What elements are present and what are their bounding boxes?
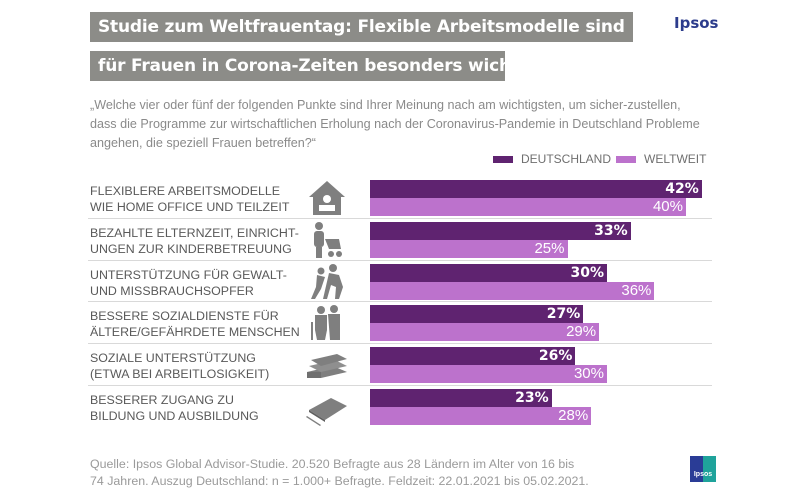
category-label-line-1: BESSERER ZUGANG ZU: [90, 393, 234, 407]
category-label-line-1: UNTERSTÜTZUNG FÜR GEWALT-: [90, 267, 287, 282]
data-label-deutschland: 42%: [665, 181, 699, 197]
bar-weltweit: [370, 281, 655, 300]
row-separator: [88, 259, 712, 261]
source-line-2: 74 Jahren. Auszug Deutschland: n = 1.000…: [90, 474, 589, 488]
data-label-weltweit: 25%: [534, 239, 565, 257]
category-label: SOZIALE UNTERSTÜTZUNG (ETWA BEI ARBEITLOS…: [90, 350, 305, 382]
legend-label-deutschland: DEUTSCHLAND: [521, 152, 612, 166]
category-label-line-1: BEZAHLTE ELTERNZEIT, EINRICHT-: [90, 225, 299, 240]
legend-weltweit: WELTWEIT: [616, 152, 706, 166]
category-label: FLEXIBLERE ARBEITSMODELLE WIE HOME OFFICE…: [90, 183, 305, 215]
category-label: BESSERE SOZIALDIENSTE FÜR ÄLTERE/GEFÄHRDE…: [90, 308, 305, 340]
category-label-line-2: BILDUNG UND AUSBILDUNG: [90, 409, 259, 423]
ipsos-logo-small: Ipsos: [690, 456, 716, 482]
row-separator: [88, 385, 712, 386]
bar-deutschland: [370, 389, 552, 407]
category-label-line-2: WIE HOME OFFICE UND TEILZEIT: [90, 200, 290, 214]
bar-deutschland: [370, 347, 576, 366]
violence-victim-icon: [303, 263, 351, 301]
data-label-deutschland: 27%: [546, 306, 581, 323]
home-office-icon: [303, 179, 351, 217]
legend-swatch-weltweit: [616, 155, 636, 163]
survey-question: „Welche vier oder fünf der folgenden Pun…: [90, 98, 700, 150]
parent-stroller-icon: [303, 221, 351, 259]
legend-label-weltweit: WELTWEIT: [644, 152, 707, 166]
bar-weltweit: [370, 407, 592, 425]
bar-weltweit: [370, 198, 686, 216]
category-label-line-2: ÄLTERE/GEFÄHRDETE MENSCHEN: [90, 325, 300, 340]
title-line-1: Studie zum Weltfrauentag: Flexible Arbei…: [90, 12, 633, 42]
bar-deutschland: [370, 305, 584, 324]
row-separator: [88, 217, 712, 219]
money-stack-icon: [303, 346, 351, 384]
category-label-line-1: FLEXIBLERE ARBEITSMODELLE: [90, 184, 281, 198]
legend-swatch-deutschland: [493, 155, 513, 163]
category-label-line-2: UND MISSBRAUCHSOPFER: [90, 283, 254, 298]
data-label-weltweit: 29%: [566, 323, 597, 341]
bar-weltweit: [370, 239, 568, 258]
row-separator: [88, 301, 712, 303]
title-line-2: für Frauen in Corona-Zeiten besonders wi…: [90, 51, 537, 81]
source-note: Quelle: Ipsos Global Advisor-Studie. 20.…: [90, 456, 650, 490]
bar-deutschland: [370, 263, 607, 282]
ipsos-logo: Ipsos: [674, 14, 719, 32]
category-label-line-2: (ETWA BEI ARBEITLOSIGKEIT): [90, 367, 270, 382]
category-label: UNTERSTÜTZUNG FÜR GEWALT- UND MISSBRAUCHS…: [90, 267, 305, 299]
data-label-weltweit: 40%: [652, 198, 683, 215]
book-pen-icon: [303, 388, 351, 426]
row-separator: [88, 343, 712, 345]
category-label: BEZAHLTE ELTERNZEIT, EINRICHT- UNGEN ZUR …: [90, 225, 305, 257]
data-label-deutschland: 33%: [594, 222, 628, 239]
source-line-1: Quelle: Ipsos Global Advisor-Studie. 20.…: [90, 457, 575, 471]
data-label-weltweit: 30%: [573, 365, 604, 383]
category-label-line-1: SOZIALE UNTERSTÜTZUNG: [90, 351, 256, 366]
category-label-line-1: BESSERE SOZIALDIENSTE FÜR: [90, 309, 279, 324]
legend-deutschland: DEUTSCHLAND: [493, 152, 611, 166]
category-label-line-2: UNGEN ZUR KINDERBETREUUNG: [90, 241, 292, 256]
bar-weltweit: [370, 323, 600, 342]
bar-weltweit: [370, 365, 607, 384]
data-label-deutschland: 26%: [538, 348, 573, 365]
category-label: BESSERER ZUGANG ZU BILDUNG UND AUSBILDUNG: [90, 392, 305, 424]
elderly-couple-icon: [303, 304, 351, 342]
bar-deutschland: [370, 180, 702, 198]
data-label-weltweit: 36%: [621, 281, 652, 299]
data-label-deutschland: 30%: [570, 264, 604, 281]
data-label-weltweit: 28%: [558, 407, 589, 424]
bar-deutschland: [370, 221, 631, 240]
data-label-deutschland: 23%: [515, 390, 549, 406]
